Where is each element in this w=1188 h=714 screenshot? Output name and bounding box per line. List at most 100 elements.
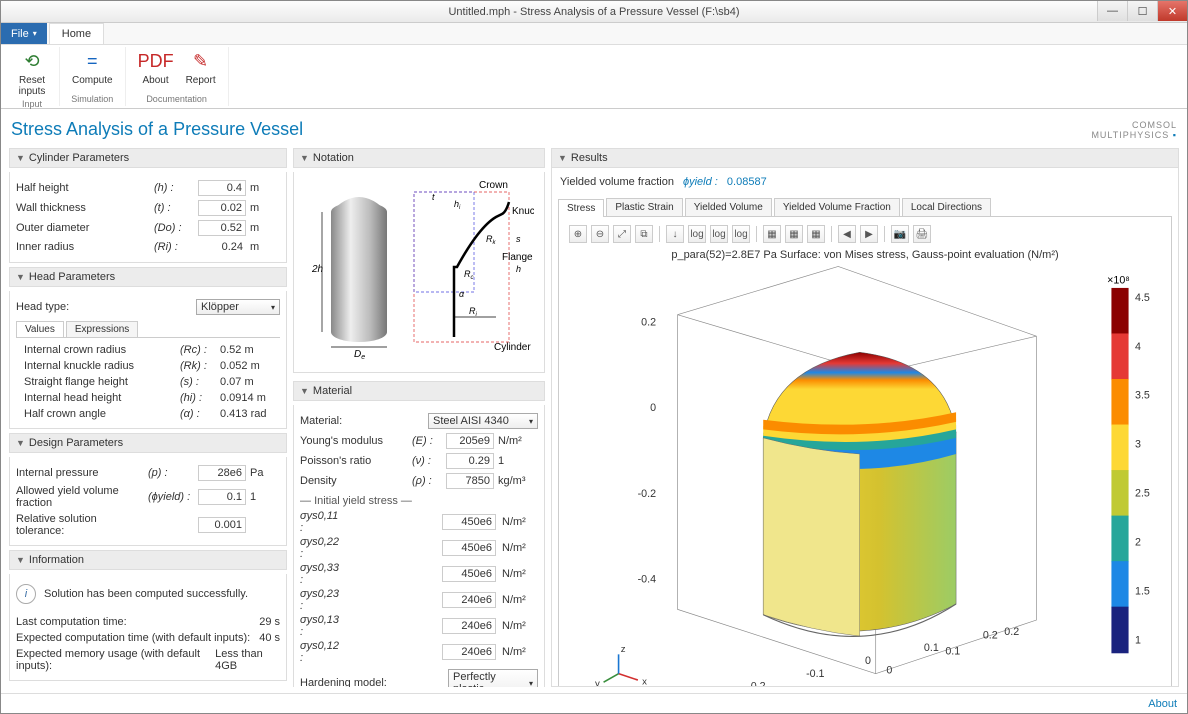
result-tab-plastic-strain[interactable]: Plastic Strain: [606, 198, 682, 216]
cylinder-panel-head[interactable]: ▼Cylinder Parameters: [9, 148, 287, 168]
page-header: Stress Analysis of a Pressure Vessel COM…: [9, 115, 1179, 148]
stress-input[interactable]: 450e6: [442, 566, 496, 582]
plot-tool-button[interactable]: ▦: [763, 225, 781, 243]
plot-tool-button[interactable]: ⊖: [591, 225, 609, 243]
svg-text:-0.2: -0.2: [747, 681, 765, 687]
svg-text:De: De: [354, 349, 365, 361]
svg-text:0.1: 0.1: [945, 645, 960, 657]
plot-tool-button[interactable]: ⊕: [569, 225, 587, 243]
plot-tool-button[interactable]: ◀: [838, 225, 856, 243]
param-row: Internal head height(hi) :0.0914 m: [24, 390, 280, 406]
hardening-select[interactable]: Perfectly plastic▾: [448, 669, 538, 687]
head-type-select[interactable]: Klöpper▾: [196, 299, 280, 315]
svg-text:y: y: [595, 678, 600, 687]
stress-input[interactable]: 240e6: [442, 592, 496, 608]
ribbon-compute[interactable]: =Compute: [66, 47, 119, 94]
param-row: Internal pressure(p) :28e6Pa: [16, 463, 280, 483]
results-panel-head[interactable]: ▼Results: [551, 148, 1179, 168]
design-panel-body: Internal pressure(p) :28e6PaAllowed yiel…: [9, 457, 287, 546]
param-row: Young's modulus(E) :205e9N/m²: [300, 431, 538, 451]
plot-tool-button[interactable]: ▶: [860, 225, 878, 243]
param-input[interactable]: 0.02: [198, 200, 246, 216]
plot-tool-button[interactable]: log: [732, 225, 750, 243]
notation-diagram: 2h De Ri Rc: [293, 172, 545, 373]
stress-row: σys0,12 :240e6N/m²: [300, 639, 538, 665]
design-panel-head[interactable]: ▼Design Parameters: [9, 433, 287, 453]
param-input[interactable]: 0.29: [446, 453, 494, 469]
brand-logo: COMSOL MULTIPHYSICS ▪: [1091, 120, 1177, 140]
info-row: Last computation time:29 s: [16, 614, 280, 630]
svg-text:4.5: 4.5: [1135, 292, 1150, 304]
stress-input[interactable]: 240e6: [442, 644, 496, 660]
page-title: Stress Analysis of a Pressure Vessel: [11, 119, 303, 140]
subtab-values[interactable]: Values: [16, 321, 64, 337]
ribbon-about[interactable]: PDFAbout: [132, 47, 180, 94]
cylinder-panel-body: Half height(h) :0.4mWall thickness(t) :0…: [9, 172, 287, 263]
svg-text:1.5: 1.5: [1135, 586, 1150, 598]
param-row: Half height(h) :0.4m: [16, 178, 280, 198]
param-input[interactable]: 0.001: [198, 517, 246, 533]
head-panel-body: Head type: Klöpper▾ ValuesExpressions In…: [9, 291, 287, 429]
stress-input[interactable]: 450e6: [442, 514, 496, 530]
yield-fraction-label: Yielded volume fraction: [560, 176, 674, 188]
result-tabs: StressPlastic StrainYielded VolumeYielde…: [558, 198, 1172, 217]
ribbon-group: PDFAbout✎ReportDocumentation: [126, 47, 229, 106]
svg-text:3: 3: [1135, 439, 1141, 451]
info-panel-head[interactable]: ▼Information: [9, 550, 287, 570]
titlebar: Untitled.mph - Stress Analysis of a Pres…: [1, 1, 1187, 23]
stress-row: σys0,11 :450e6N/m²: [300, 509, 538, 535]
svg-text:Ri: Ri: [469, 306, 478, 318]
param-input[interactable]: 0.1: [198, 489, 246, 505]
footer-about-link[interactable]: About: [1148, 698, 1177, 710]
result-tab-yielded-volume[interactable]: Yielded Volume: [685, 198, 772, 216]
tab-home[interactable]: Home: [49, 23, 104, 44]
head-panel-head[interactable]: ▼Head Parameters: [9, 267, 287, 287]
plot-area[interactable]: 0.20-0.2-0.4 -0.2-0.100.10.2 00.10.2: [565, 265, 1165, 687]
param-input[interactable]: 0.4: [198, 180, 246, 196]
subtab-expressions[interactable]: Expressions: [66, 321, 138, 337]
plot-tool-button[interactable]: 🖨: [913, 225, 931, 243]
middle-column: ▼Notation 2h: [293, 148, 545, 687]
param-input[interactable]: 28e6: [198, 465, 246, 481]
result-tab-yielded-volume-fraction[interactable]: Yielded Volume Fraction: [774, 198, 900, 216]
plot-tool-button[interactable]: ⤢: [613, 225, 631, 243]
param-input[interactable]: 0.52: [198, 220, 246, 236]
left-column: ▼Cylinder Parameters Half height(h) :0.4…: [9, 148, 287, 687]
minimize-button[interactable]: —: [1097, 1, 1127, 21]
ribbon-report[interactable]: ✎Report: [180, 47, 222, 94]
plot-tool-button[interactable]: log: [688, 225, 706, 243]
plot-tool-button[interactable]: 📷: [891, 225, 909, 243]
material-select[interactable]: Steel AISI 4340▾: [428, 413, 538, 429]
param-row: Outer diameter(Do) :0.52m: [16, 218, 280, 238]
svg-text:3.5: 3.5: [1135, 390, 1150, 402]
file-menu[interactable]: File▾: [1, 23, 47, 44]
close-button[interactable]: ✕: [1157, 1, 1187, 21]
maximize-button[interactable]: ☐: [1127, 1, 1157, 21]
param-input[interactable]: 205e9: [446, 433, 494, 449]
material-panel-body: Material: Steel AISI 4340▾ Young's modul…: [293, 405, 545, 687]
ribbon-reset-inputs[interactable]: ⟲Reset inputs: [11, 47, 53, 99]
info-row: Expected memory usage (with default inpu…: [16, 646, 280, 674]
stress-input[interactable]: 240e6: [442, 618, 496, 634]
plot-tool-button[interactable]: ▦: [807, 225, 825, 243]
svg-text:t: t: [432, 192, 435, 202]
stress-input[interactable]: 450e6: [442, 540, 496, 556]
right-column: ▼Results Yielded volume fraction ϕyield …: [551, 148, 1179, 687]
plot-tool-button[interactable]: log: [710, 225, 728, 243]
results-panel-body: Yielded volume fraction ϕyield : 0.08587…: [551, 168, 1179, 687]
material-select-label: Material:: [300, 415, 424, 427]
plot-tool-button[interactable]: ↓: [666, 225, 684, 243]
svg-text:0: 0: [886, 665, 892, 677]
plot-tool-button[interactable]: ⧉: [635, 225, 653, 243]
menubar: File▾ Home: [1, 23, 1187, 45]
titlebar-controls: — ☐ ✕: [1097, 1, 1187, 21]
svg-text:0: 0: [865, 655, 871, 667]
svg-text:0.1: 0.1: [924, 642, 939, 654]
result-tab-local-directions[interactable]: Local Directions: [902, 198, 991, 216]
param-input[interactable]: 7850: [446, 473, 494, 489]
notation-panel-head[interactable]: ▼Notation: [293, 148, 545, 168]
result-tab-stress[interactable]: Stress: [558, 199, 604, 217]
plot-tool-button[interactable]: ▦: [785, 225, 803, 243]
material-panel-head[interactable]: ▼Material: [293, 381, 545, 401]
svg-text:1: 1: [1135, 635, 1141, 647]
